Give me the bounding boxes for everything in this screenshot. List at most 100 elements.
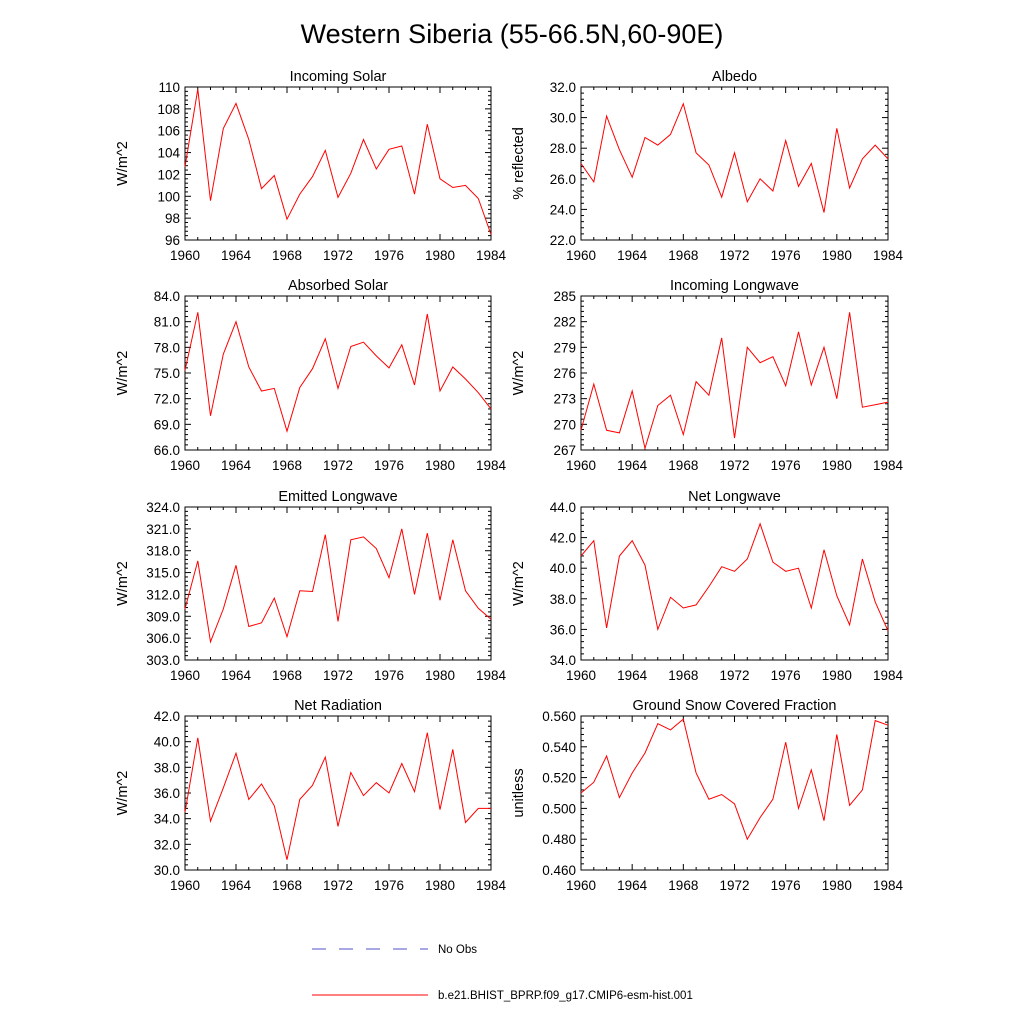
y-tick-label: 22.0 — [550, 233, 576, 248]
x-tick-label: 1960 — [566, 458, 596, 473]
y-tick-label: 318.0 — [146, 544, 180, 559]
x-tick-label: 1980 — [425, 878, 455, 893]
y-tick-label: 321.0 — [146, 522, 180, 537]
x-tick-label: 1972 — [323, 248, 353, 263]
x-tick-label: 1972 — [323, 458, 353, 473]
y-tick-label: 28.0 — [550, 141, 576, 156]
y-tick-label: 315.0 — [146, 566, 180, 581]
panel-incoming-longwave: Incoming Longwave 1960 1964 1968 1972 1976 198… — [511, 278, 904, 473]
x-tick-label: 1972 — [719, 668, 749, 683]
y-tick-label: 38.0 — [154, 760, 180, 775]
x-tick-label: 1976 — [771, 878, 801, 893]
x-tick-label: 1972 — [323, 668, 353, 683]
legend-label-no-obs: No Obs — [438, 944, 477, 956]
y-tick-label: 32.0 — [154, 837, 180, 852]
plot-frame — [184, 86, 492, 241]
x-tick-label: 1968 — [668, 668, 698, 683]
x-tick-label: 1980 — [822, 248, 852, 263]
y-tick-label: 0.560 — [542, 709, 576, 724]
y-tick-label: 42.0 — [550, 531, 576, 546]
y-tick-label: 40.0 — [550, 561, 576, 576]
y-tick-label: 267 — [553, 443, 576, 458]
x-tick-label: 1964 — [221, 878, 252, 893]
x-tick-label: 1980 — [425, 668, 455, 683]
y-tick-label: 270 — [553, 417, 576, 432]
x-tick-label: 1964 — [221, 458, 252, 473]
panel-title: Albedo — [712, 69, 757, 85]
y-tick-label: 324.0 — [146, 500, 180, 515]
panel-emitted-longwave: Emitted Longwave 1960 1964 1968 1972 1976 1980… — [115, 489, 507, 683]
y-tick-label: 36.0 — [154, 786, 180, 801]
chart-panels: Incoming Solar 1960 1964 1968 1972 1976 1980 19… — [115, 69, 904, 893]
x-tick-label: 1984 — [873, 878, 904, 893]
x-tick-label: 1968 — [272, 668, 302, 683]
panel-title: Net Longwave — [688, 489, 781, 505]
x-tick-label: 1972 — [719, 878, 749, 893]
y-axis-label: W/m^2 — [511, 561, 527, 606]
y-tick-label: 285 — [553, 289, 576, 304]
y-tick-label: 96 — [165, 233, 180, 248]
series-line-incoming-longwave-0 — [580, 312, 889, 451]
x-tick-label: 1968 — [668, 458, 698, 473]
x-tick-label: 1980 — [822, 878, 852, 893]
x-tick-label: 1984 — [476, 668, 507, 683]
x-tick-label: 1964 — [617, 878, 648, 893]
series-line-absorbed-solar-0 — [184, 312, 492, 433]
y-tick-label: 36.0 — [550, 622, 576, 637]
x-tick-label: 1980 — [822, 458, 852, 473]
x-tick-label: 1968 — [668, 878, 698, 893]
x-tick-label: 1960 — [170, 248, 200, 263]
x-tick-label: 1980 — [425, 248, 455, 263]
x-tick-label: 1960 — [170, 668, 200, 683]
legend: No Obs b.e21.BHIST_BPRP.f09_g17.CMIP6-es… — [312, 944, 693, 1002]
x-tick-label: 1976 — [374, 248, 404, 263]
x-tick-label: 1972 — [719, 248, 749, 263]
plot-frame — [184, 295, 492, 451]
y-tick-label: 303.0 — [146, 653, 180, 668]
y-tick-label: 26.0 — [550, 172, 576, 187]
y-tick-label: 84.0 — [154, 289, 180, 304]
y-tick-label: 24.0 — [550, 202, 576, 217]
y-tick-label: 44.0 — [550, 500, 576, 515]
y-axis-label: W/m^2 — [115, 771, 131, 816]
y-axis-label: unitless — [511, 768, 527, 817]
x-tick-label: 1976 — [374, 878, 404, 893]
x-tick-label: 1960 — [170, 458, 200, 473]
legend-label-model-run: b.e21.BHIST_BPRP.f09_g17.CMIP6-esm-hist.… — [438, 990, 693, 1002]
y-tick-label: 0.460 — [542, 863, 576, 878]
y-tick-label: 38.0 — [550, 592, 576, 607]
y-axis-label: W/m^2 — [511, 351, 527, 396]
y-axis-label: % reflected — [511, 127, 527, 200]
x-tick-label: 1968 — [272, 878, 302, 893]
x-tick-label: 1984 — [476, 878, 507, 893]
panel-net-longwave: Net Longwave 1960 1964 1968 1972 1976 1980 1984… — [511, 489, 904, 683]
x-tick-label: 1976 — [771, 248, 801, 263]
y-tick-label: 69.0 — [154, 417, 180, 432]
x-tick-label: 1976 — [771, 458, 801, 473]
panel-albedo: Albedo 1960 1964 1968 1972 1976 1980 1984 22.0 24… — [511, 69, 904, 263]
y-tick-label: 75.0 — [154, 366, 180, 381]
y-tick-label: 309.0 — [146, 609, 180, 624]
plot-frame — [580, 715, 889, 871]
y-tick-label: 30.0 — [154, 863, 180, 878]
y-axis-label: W/m^2 — [115, 561, 131, 606]
x-tick-label: 1968 — [668, 248, 698, 263]
x-tick-label: 1976 — [771, 668, 801, 683]
y-tick-label: 66.0 — [154, 443, 180, 458]
y-tick-label: 34.0 — [550, 653, 576, 668]
series-line-ground-snow-covered-fraction-0 — [580, 718, 889, 841]
x-tick-label: 1984 — [476, 248, 507, 263]
x-tick-label: 1960 — [566, 248, 596, 263]
x-tick-label: 1964 — [617, 668, 648, 683]
y-tick-label: 34.0 — [154, 812, 180, 827]
x-tick-label: 1960 — [566, 878, 596, 893]
series-line-incoming-solar-0 — [184, 89, 492, 235]
panel-title: Incoming Longwave — [670, 278, 799, 294]
panel-title: Incoming Solar — [290, 69, 387, 85]
panel-incoming-solar: Incoming Solar 1960 1964 1968 1972 1976 1980 19… — [115, 69, 507, 263]
plot-frame — [580, 506, 889, 661]
y-tick-label: 98 — [165, 211, 180, 226]
y-tick-label: 78.0 — [154, 340, 180, 355]
x-tick-label: 1964 — [221, 668, 252, 683]
y-tick-label: 104 — [157, 146, 180, 161]
